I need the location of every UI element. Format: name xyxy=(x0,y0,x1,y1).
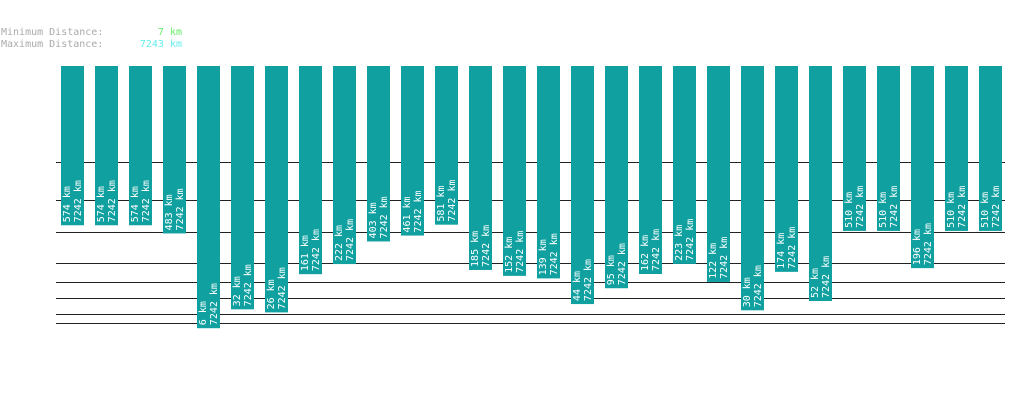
bar xyxy=(129,66,152,226)
bar xyxy=(605,66,628,289)
bar-total-label: 7242 km xyxy=(175,188,186,230)
bar xyxy=(571,66,594,305)
bar-value-label: 403 km xyxy=(368,202,379,238)
bar xyxy=(911,66,934,269)
bar xyxy=(231,66,254,310)
bar-value-label: 6 km xyxy=(198,301,209,325)
bar-total-label: 7242 km xyxy=(617,243,628,285)
bar-value-label: 152 km xyxy=(504,237,515,273)
bar-value-label: 185 km xyxy=(470,231,481,267)
bar-value-label: 139 km xyxy=(538,239,549,275)
bar-value-label: 52 km xyxy=(810,268,821,298)
max-label: Maximum Distance: xyxy=(1,39,103,50)
bar-total-label: 7242 km xyxy=(821,256,832,298)
bar-total-label: 7242 km xyxy=(277,267,288,309)
bar-total-label: 7242 km xyxy=(311,229,322,271)
bar-total-label: 7242 km xyxy=(379,196,390,238)
bar-value-label: 26 km xyxy=(266,279,277,309)
bar-value-label: 161 km xyxy=(300,235,311,271)
bar xyxy=(537,66,560,279)
bar-total-label: 7242 km xyxy=(107,180,118,222)
bar-total-label: 7242 km xyxy=(719,237,730,279)
bar-total-label: 7242 km xyxy=(141,180,152,222)
bar-value-label: 223 km xyxy=(674,225,685,261)
bar xyxy=(95,66,118,226)
bar-value-label: 222 km xyxy=(334,225,345,261)
bar-value-label: 44 km xyxy=(572,271,583,301)
bar-value-label: 196 km xyxy=(912,229,923,265)
bar xyxy=(61,66,84,226)
bar xyxy=(469,66,492,270)
bar-total-label: 7242 km xyxy=(855,186,866,228)
bar xyxy=(299,66,322,275)
bar-value-label: 162 km xyxy=(640,235,651,271)
max-value: 7243 km xyxy=(140,39,182,50)
bar xyxy=(843,66,866,231)
min-label: Minimum Distance: xyxy=(1,27,103,38)
bar-total-label: 7242 km xyxy=(889,186,900,228)
bar-total-label: 7242 km xyxy=(73,180,84,222)
bar-total-label: 7242 km xyxy=(345,219,356,261)
bar xyxy=(197,66,220,329)
bar xyxy=(673,66,696,264)
bar-value-label: 510 km xyxy=(946,192,957,228)
bar xyxy=(503,66,526,276)
bar-total-label: 7242 km xyxy=(991,186,1002,228)
bar-value-label: 574 km xyxy=(96,186,107,222)
bar-value-label: 510 km xyxy=(844,192,855,228)
bar-value-label: 581 km xyxy=(436,186,447,222)
bar-total-label: 7242 km xyxy=(481,225,492,267)
bar xyxy=(435,66,458,225)
bar-total-label: 7242 km xyxy=(651,229,662,271)
bar-value-label: 174 km xyxy=(776,233,787,269)
bar xyxy=(265,66,288,313)
bar xyxy=(877,66,900,231)
bar-total-label: 7242 km xyxy=(413,190,424,232)
bar-value-label: 574 km xyxy=(130,186,141,222)
bar xyxy=(367,66,390,242)
bar xyxy=(809,66,832,302)
bar-total-label: 7242 km xyxy=(685,219,696,261)
bar-total-label: 7242 km xyxy=(447,180,458,222)
bar-total-label: 7242 km xyxy=(957,186,968,228)
bar xyxy=(775,66,798,272)
bar xyxy=(741,66,764,311)
bar xyxy=(333,66,356,265)
bar-value-label: 483 km xyxy=(164,194,175,230)
bar xyxy=(639,66,662,274)
bar-value-label: 30 km xyxy=(742,277,753,307)
bar-total-label: 7242 km xyxy=(515,231,526,273)
bar xyxy=(707,66,730,282)
min-value: 7 km xyxy=(158,27,182,38)
bar-total-label: 7242 km xyxy=(583,259,594,301)
bar xyxy=(163,66,186,234)
bar-value-label: 32 km xyxy=(232,276,243,306)
bar xyxy=(945,66,968,231)
bar-total-label: 7242 km xyxy=(243,264,254,306)
bar-value-label: 122 km xyxy=(708,243,719,279)
bar-total-label: 7242 km xyxy=(209,283,220,325)
bar-value-label: 510 km xyxy=(878,192,889,228)
bar-value-label: 461 km xyxy=(402,196,413,232)
bar-value-label: 95 km xyxy=(606,255,617,285)
bar xyxy=(979,66,1002,231)
bar-total-label: 7242 km xyxy=(549,233,560,275)
bar-value-label: 510 km xyxy=(980,192,991,228)
bar-total-label: 7242 km xyxy=(787,227,798,269)
bar-value-label: 574 km xyxy=(62,186,73,222)
bar xyxy=(401,66,424,236)
bar-total-label: 7242 km xyxy=(923,223,934,265)
bar-total-label: 7242 km xyxy=(753,265,764,307)
